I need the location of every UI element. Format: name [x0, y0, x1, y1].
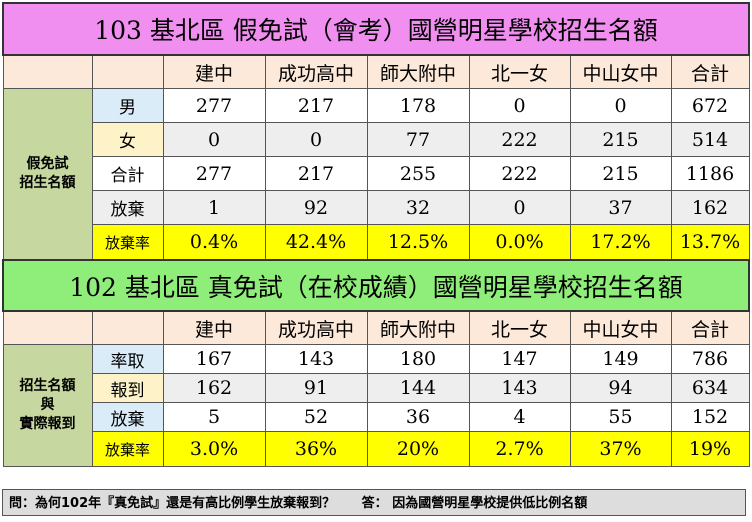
table-cell: 77: [366, 122, 470, 157]
column-header: 中山女中: [569, 54, 672, 89]
table-cell: 167: [162, 344, 266, 374]
column-header: 建中: [162, 310, 266, 345]
table-cell: 5: [162, 402, 266, 432]
side-label-line: 假免試: [26, 156, 69, 172]
row-label: 放棄率: [91, 431, 164, 467]
row-label: 放棄: [91, 402, 164, 432]
column-header: 北一女: [468, 54, 571, 89]
column-header: 中山女中: [569, 310, 672, 345]
table-cell: 94: [569, 373, 672, 403]
column-header: 建中: [162, 54, 266, 89]
section2-side-label: 招生名額 與 實際報到: [2, 344, 93, 467]
table-cell: 37%: [569, 431, 672, 467]
column-header: 北一女: [468, 310, 571, 345]
table-cell: 91: [264, 373, 368, 403]
table-cell: 36: [366, 402, 470, 432]
table-cell: 215: [569, 156, 672, 191]
row-label: 報到: [91, 373, 164, 403]
section1-title: 103 基北區 假免試（會考）國營明星學校招生名額: [2, 2, 750, 56]
table-cell: 2.7%: [468, 431, 571, 467]
column-header: 師大附中: [366, 54, 470, 89]
table-cell: 1: [162, 190, 266, 225]
table-cell: 12.5%: [366, 224, 470, 261]
table-cell: 222: [468, 156, 571, 191]
table-cell: 13.7%: [670, 224, 750, 261]
row-label: 率取: [91, 344, 164, 374]
table-cell: 0: [264, 122, 368, 157]
table-cell: 147: [468, 344, 571, 374]
table-cell: 786: [670, 344, 750, 374]
table-cell: 178: [366, 88, 470, 123]
table-cell: 143: [468, 373, 571, 403]
table-cell: 634: [670, 373, 750, 403]
column-header: 師大附中: [366, 310, 470, 345]
table-cell: 0: [569, 88, 672, 123]
table-cell: 3.0%: [162, 431, 266, 467]
side-label-line: 招生名額: [19, 175, 76, 191]
table-cell: 217: [264, 88, 368, 123]
footer-answer: 答： 因為國營明星學校提供低比例名額: [361, 496, 588, 511]
header-blank: [2, 310, 93, 345]
table-cell: 36%: [264, 431, 368, 467]
table-cell: 144: [366, 373, 470, 403]
table-cell: 162: [670, 190, 750, 225]
section1-side-label: 假免試 招生名額: [2, 88, 93, 261]
row-label: 合計: [91, 156, 164, 191]
table-cell: 152: [670, 402, 750, 432]
table-cell: 672: [670, 88, 750, 123]
side-label-line: 實際報到: [19, 416, 76, 432]
column-header: 成功高中: [264, 310, 368, 345]
row-label: 放棄率: [91, 224, 164, 261]
table-cell: 0: [468, 88, 571, 123]
table-cell: 4: [468, 402, 571, 432]
table-cell: 162: [162, 373, 266, 403]
table-cell: 19%: [670, 431, 750, 467]
table-cell: 32: [366, 190, 470, 225]
header-blank: [2, 54, 93, 89]
side-label-line: 與: [40, 397, 55, 413]
column-header: 合計: [670, 54, 750, 89]
table-cell: 0.0%: [468, 224, 571, 261]
table-cell: 0: [468, 190, 571, 225]
header-blank: [91, 310, 164, 345]
table-cell: 255: [366, 156, 470, 191]
table-cell: 149: [569, 344, 672, 374]
column-header: 合計: [670, 310, 750, 345]
table-cell: 222: [468, 122, 571, 157]
quota-table: 103 基北區 假免試（會考）國營明星學校招生名額 建中 成功高中 師大附中 北…: [2, 2, 750, 467]
table-cell: 52: [264, 402, 368, 432]
table-cell: 514: [670, 122, 750, 157]
table-cell: 37: [569, 190, 672, 225]
column-header: 成功高中: [264, 54, 368, 89]
header-blank: [91, 54, 164, 89]
table-cell: 217: [264, 156, 368, 191]
row-label: 放棄: [91, 190, 164, 225]
row-label: 男: [91, 88, 164, 123]
row-label: 女: [91, 122, 164, 157]
table-cell: 215: [569, 122, 672, 157]
side-label-line: 招生名額: [19, 378, 76, 394]
footer-question: 問：為何102年『真免試』還是有高比例學生放棄報到？: [9, 496, 336, 511]
table-cell: 20%: [366, 431, 470, 467]
section2-title: 102 基北區 真免試（在校成績）國營明星學校招生名額: [2, 259, 750, 312]
table-cell: 277: [162, 156, 266, 191]
table-cell: 277: [162, 88, 266, 123]
table-cell: 55: [569, 402, 672, 432]
table-cell: 17.2%: [569, 224, 672, 261]
table-cell: 0: [162, 122, 266, 157]
table-cell: 180: [366, 344, 470, 374]
table-cell: 1186: [670, 156, 750, 191]
table-cell: 92: [264, 190, 368, 225]
footer-note: 問：為何102年『真免試』還是有高比例學生放棄報到？ 答： 因為國營明星學校提供…: [2, 489, 746, 516]
table-cell: 42.4%: [264, 224, 368, 261]
table-cell: 0.4%: [162, 224, 266, 261]
table-cell: 143: [264, 344, 368, 374]
